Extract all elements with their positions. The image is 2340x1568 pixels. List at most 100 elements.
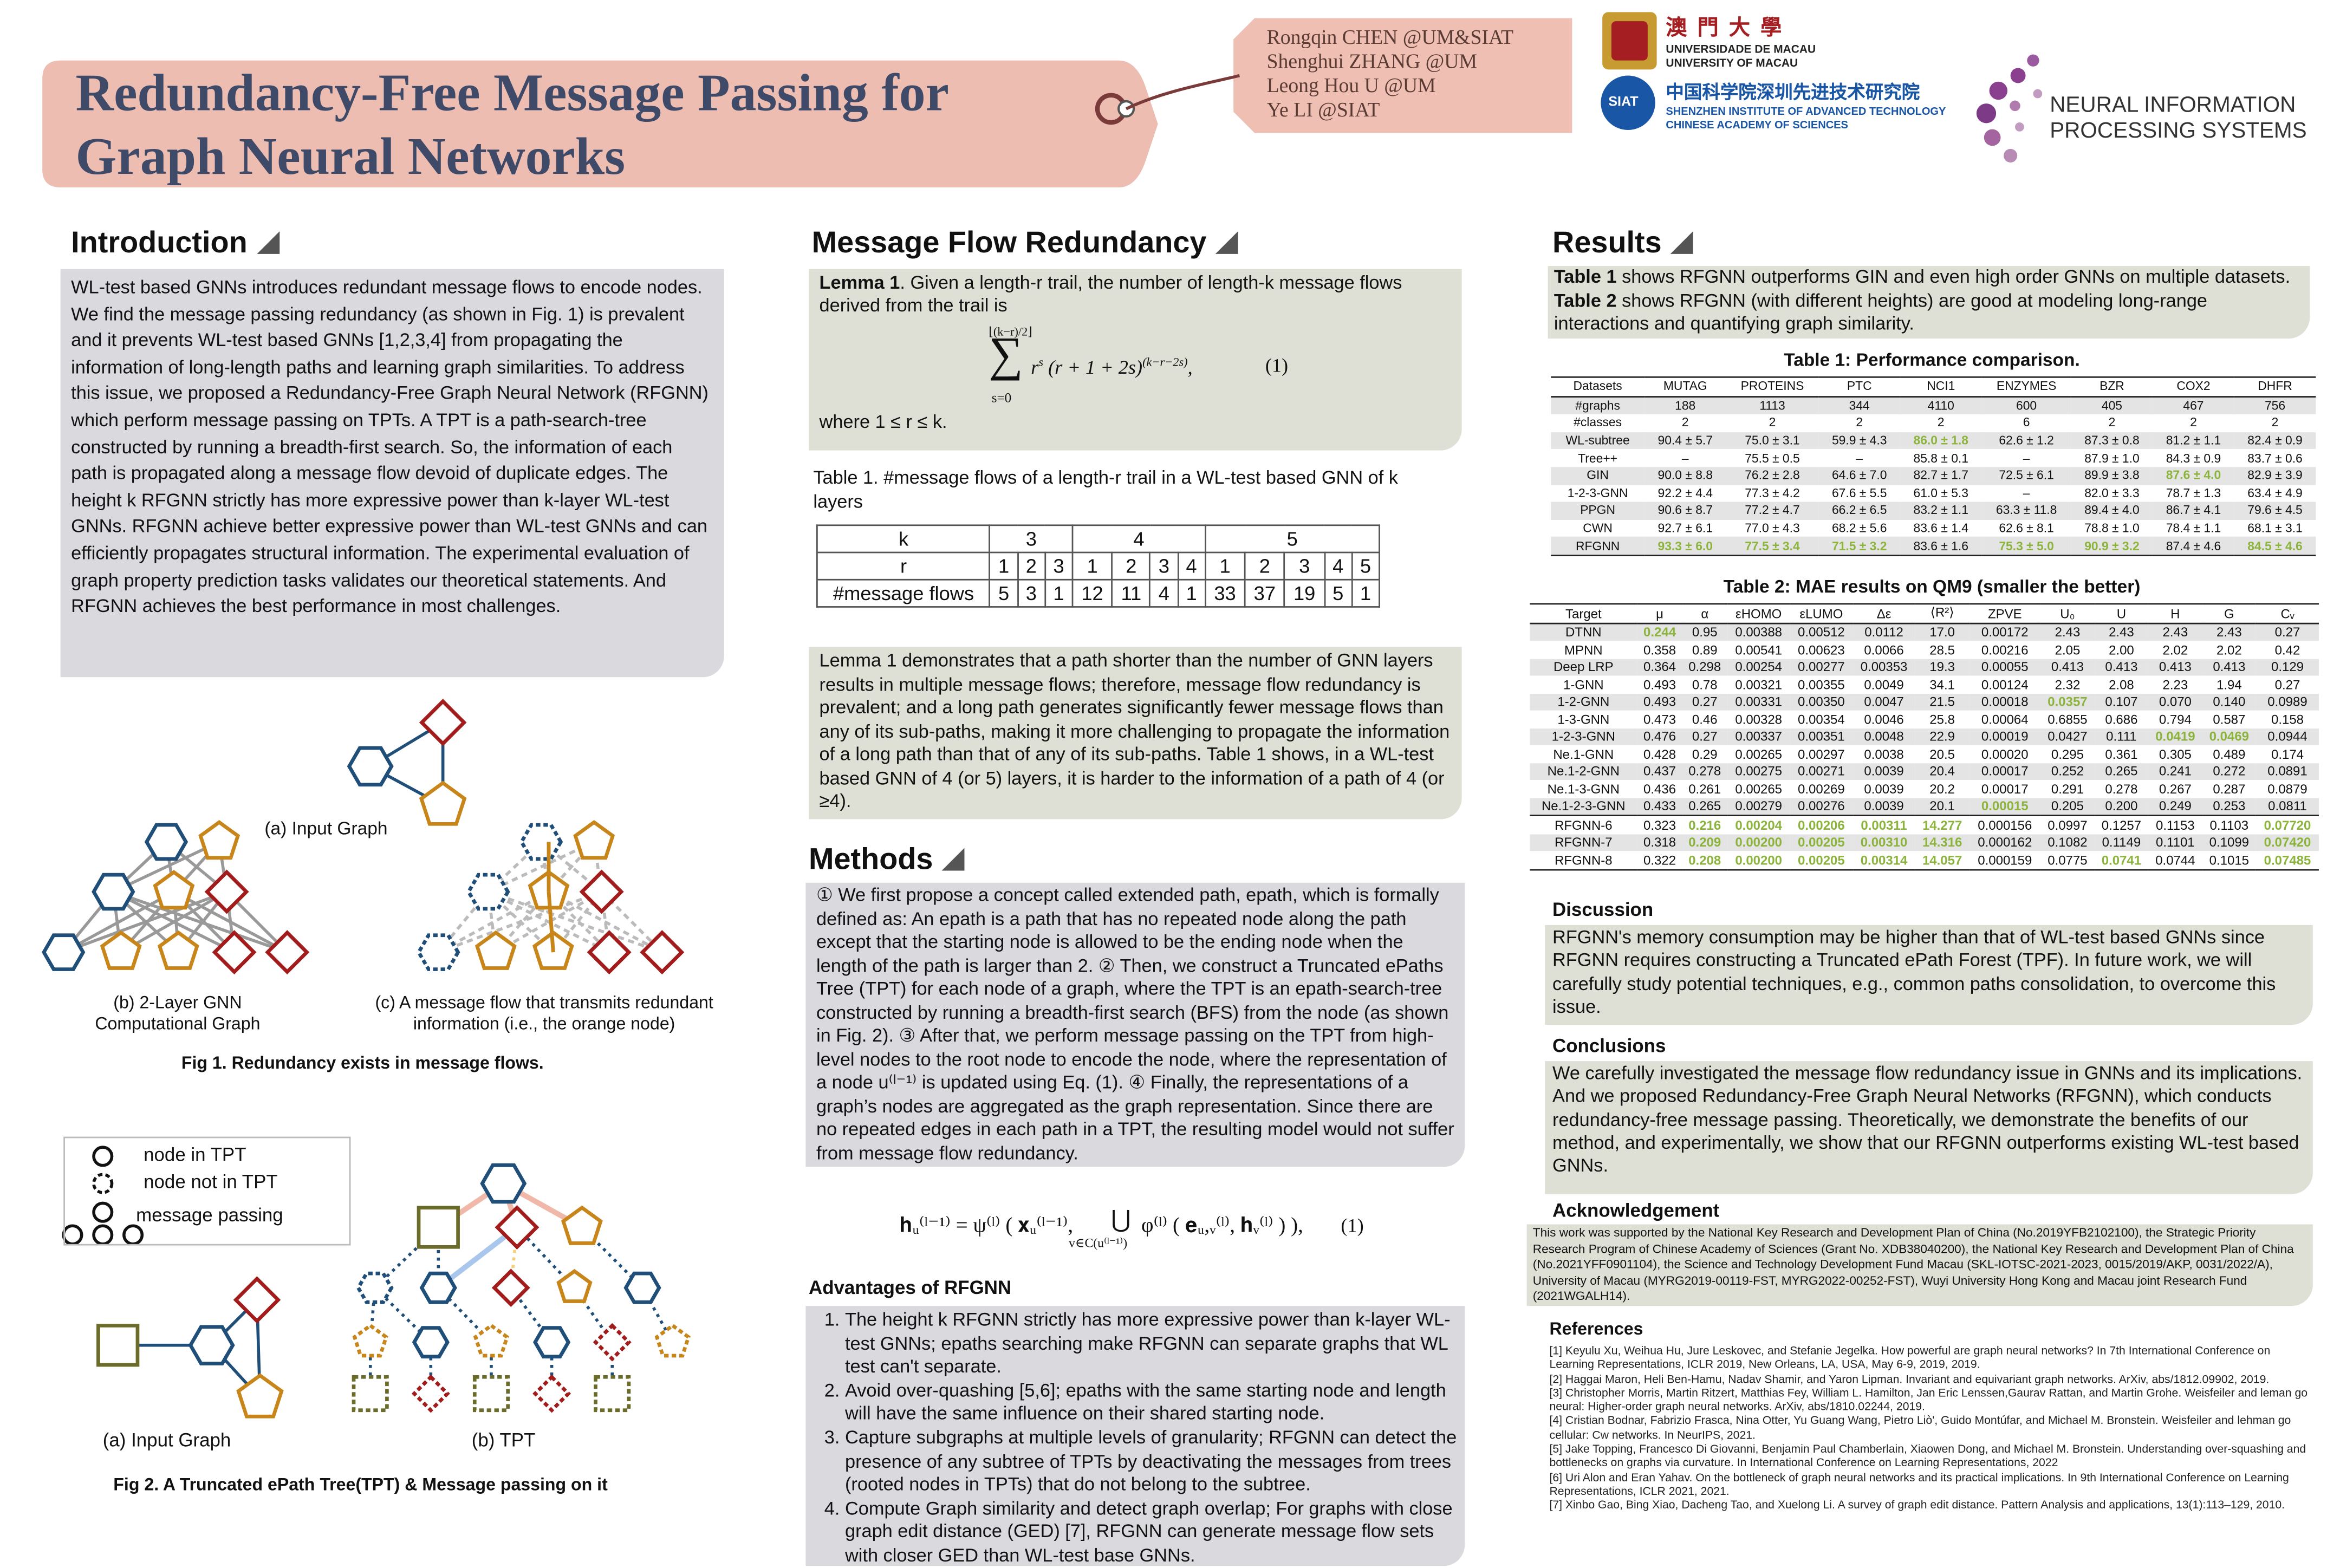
table-row: RFGNN-6 0.323 0.216 0.00204 0.00206 0.00311 14…: [1530, 815, 2319, 834]
table-cell: 0.0039: [1864, 781, 1904, 797]
reference: [7] Xinbo Gao, Bing Xiao, Dacheng Tao, a…: [1549, 1498, 2285, 1512]
table-cell: 0.07420: [2256, 834, 2319, 851]
table-row: Ne.1-2-3-GNN 0.433 0.265 0.00279 0.00276 0.00…: [1530, 797, 2319, 816]
table-cell: 0.205: [2040, 797, 2095, 816]
table-cell: 20.4: [1915, 762, 1969, 780]
legend-symbol: [92, 1224, 114, 1246]
edge: [548, 890, 663, 954]
table-row: MPNN 0.358 0.89 0.00541 0.00623 0.0066 28.5 0.0…: [1530, 641, 2319, 658]
table-cell: 78.4 ± 1.1: [2166, 521, 2221, 536]
section-heading: Introduction: [71, 227, 280, 262]
legend-item: node in TPT: [144, 1144, 246, 1166]
fig-label: (a) Input Graph: [102, 1430, 231, 1452]
pentagon-node: [352, 1323, 388, 1358]
author: Shenghui ZHANG @UM: [1266, 50, 1478, 73]
table-cell: 90.9 ± 3.2: [2071, 537, 2153, 556]
title: Redundancy-Free Message Passing for Grap…: [76, 62, 949, 188]
advantages-list: The height k RFGNN strictly has more exp…: [805, 1309, 1465, 1568]
table-cell: 0.0775: [2047, 852, 2088, 868]
table-row: 1-GNN 0.493 0.78 0.00321 0.00355 0.0049 34.1 0.…: [1530, 675, 2319, 693]
advantages-box: The height k RFGNN strictly has more exp…: [805, 1306, 1465, 1566]
table-cell: 0.0997: [2047, 817, 2088, 832]
row-label: Ne.1-2-3-GNN: [1530, 797, 1637, 816]
header-cell: U: [2116, 606, 2127, 621]
table-row: 1-2-GNN 0.493 0.27 0.00331 0.00350 0.0047 21.5…: [1530, 693, 2319, 711]
um-en: UNIVERSITY OF MACAU: [1666, 56, 1798, 70]
row-label: PPGN: [1551, 502, 1644, 520]
table-cell: 0.493: [1637, 693, 1682, 711]
hexagon-node: [519, 823, 563, 861]
table-cell: –: [2023, 486, 2030, 500]
figures: [42, 699, 691, 1419]
table-cell: 0.00331: [1727, 693, 1790, 711]
table-cell: 93.3 ± 6.0: [1644, 537, 1726, 556]
legend-symbol: [92, 1201, 114, 1223]
table-cell: 0.29: [1692, 746, 1718, 762]
methods-formula: 𝐡ᵤ⁽ˡ⁻¹⁾ = ψ⁽ˡ⁾ ( 𝐱ᵤ⁽ˡ⁻¹⁾, ⋃ v∈C(u⁽ˡ⁻¹⁾) …: [899, 1202, 1459, 1270]
table-row: #graphs 188 1113 344 4110 600 405 467 756: [1551, 396, 2316, 415]
table-cell: 0.0049: [1864, 676, 1904, 692]
table-cell: 0.00388: [1727, 622, 1790, 641]
table-cell: 14.057: [1922, 852, 1962, 868]
subheading: References: [1549, 1321, 1643, 1339]
row-label: 1-3-GNN: [1557, 711, 1610, 727]
table-row: RFGNN 93.3 ± 6.0 77.5 ± 3.4 71.5 ± 3.2 83.6 …: [1551, 537, 2316, 556]
table-cell: 85.8 ± 0.1: [1913, 451, 1969, 465]
diamond-node: [411, 1374, 450, 1413]
heading-text: Message Flow Redundancy: [811, 226, 1207, 261]
table-cell: 0.00205: [1790, 834, 1853, 851]
table-cell: 0.42: [2274, 642, 2300, 658]
table-cell: 17.0: [1915, 622, 1969, 641]
table-cell: 0.278: [1682, 762, 1727, 780]
table-cell: 1.94: [2216, 676, 2242, 692]
table-cell: 0.0469: [2202, 727, 2257, 745]
table-cell: 0.00277: [1790, 658, 1853, 676]
reference: [3] Christopher Morris, Martin Ritzert, …: [1549, 1385, 2308, 1414]
table-cell: 0.95: [1682, 622, 1727, 641]
hexagon-node: [412, 1326, 450, 1359]
table-cell: 0.437: [1637, 762, 1682, 780]
hexagon-node: [42, 933, 86, 971]
pentagon-node: [556, 1268, 593, 1303]
fig-label-line: (b) 2-Layer GNN: [113, 994, 242, 1013]
table-cell: 0.361: [2105, 746, 2138, 762]
neurips-line: PROCESSING SYSTEMS: [2050, 119, 2307, 144]
title-line: Graph Neural Networks: [75, 127, 626, 186]
table-cell: 188: [1644, 396, 1726, 415]
heading-text: Results: [1552, 226, 1662, 261]
table-cell: 0.000156: [1978, 817, 2032, 832]
diamond-node: [204, 869, 249, 914]
table-cell: 92.2 ± 4.4: [1658, 486, 1713, 500]
table-cell: 0.433: [1637, 797, 1682, 816]
table-cell: 0.0046: [1864, 711, 1904, 727]
table-cell: 22.9: [1915, 727, 1969, 745]
reference: [2] Haggai Maron, Heli Ben-Hamu, Nadav S…: [1549, 1371, 2270, 1385]
table-cell: 0.1101: [2148, 834, 2202, 851]
table-cell: 405: [2071, 396, 2153, 415]
fig-label: (a) Input Graph: [264, 817, 388, 839]
table-cell: 0.000162: [1969, 834, 2041, 851]
header-row: Datasets MUTAG PROTEINS PTC NCI1 ENZYMES BZR CO…: [1551, 377, 2316, 396]
table-cell: 67.6 ± 5.5: [1831, 486, 1887, 500]
edge: [547, 892, 555, 953]
legend-symbol: [122, 1224, 144, 1246]
table-cell: 20.2: [1929, 781, 1955, 797]
diamond-node: [491, 1268, 530, 1307]
sum-upper: ⌊(k−r)/2⌋: [989, 325, 1032, 339]
table-cell: 62.6 ± 8.1: [1999, 521, 2054, 536]
table-cell: 0.0047: [1852, 693, 1915, 711]
lemma-discussion: Lemma 1 demonstrates that a path shorter…: [809, 647, 1462, 819]
r-cell: 4: [1176, 551, 1206, 581]
table-cell: 0.00269: [1798, 781, 1845, 797]
table-cell: 0.00351: [1790, 727, 1853, 745]
pentagon-node: [157, 930, 199, 970]
siat-en: CHINESE ACADEMY OF SCIENCES: [1666, 118, 1848, 132]
flow-cell: 5: [989, 578, 1018, 608]
table-cell: 0.244: [1637, 622, 1682, 641]
row-label: Tree++: [1578, 451, 1618, 465]
table-cell: 0.428: [1643, 746, 1676, 762]
fig-label-line: Computational Graph: [95, 1016, 261, 1034]
fig-label-line: (c) A message flow that transmits redund…: [375, 994, 713, 1013]
table-cell: 78.7 ± 1.3: [2166, 486, 2221, 500]
